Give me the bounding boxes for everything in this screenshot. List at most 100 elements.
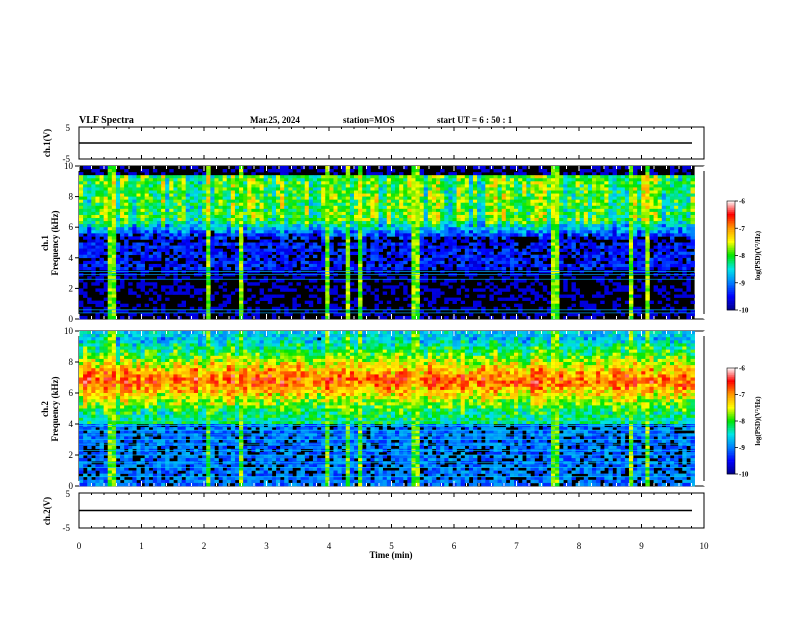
spectrogram-cell [342, 215, 346, 218]
spectrogram-cell [366, 212, 370, 215]
spectrogram-cell [424, 200, 428, 203]
spectrogram-cell [79, 255, 83, 258]
spectrogram-cell [625, 301, 629, 304]
spectrogram-cell [539, 200, 543, 203]
spectrogram-cell [448, 221, 452, 224]
spectrogram-cell [444, 224, 448, 227]
spectrogram-cell [518, 230, 522, 233]
spectrogram-cell [584, 301, 588, 304]
spectrogram-cell [309, 230, 313, 233]
spectrogram-cell [395, 206, 399, 209]
spectrogram-cell [83, 197, 87, 200]
spectrogram-cell [358, 184, 362, 187]
spectrogram-cell [469, 181, 473, 184]
spectrogram-cell [633, 246, 637, 249]
spectrogram-cell [584, 224, 588, 227]
spectrogram-cell [387, 243, 391, 246]
spectrogram-cell [333, 212, 337, 215]
spectrogram-cell [354, 304, 358, 307]
spectrogram-cell [128, 258, 132, 261]
spectrogram-cell [514, 261, 518, 264]
spectrogram-cell [448, 197, 452, 200]
spectrogram-cell [498, 221, 502, 224]
spectrogram-cell [325, 194, 329, 197]
spectrogram-cell [469, 261, 473, 264]
spectrogram-cell [633, 203, 637, 206]
spectrogram-cell [346, 246, 350, 249]
spectrogram-cell [255, 316, 259, 319]
spectrogram-cell [379, 221, 383, 224]
spectrogram-cell [235, 166, 239, 169]
spectrogram-cell [375, 209, 379, 212]
spectrogram-cell [243, 316, 247, 319]
spectrogram-cell [457, 209, 461, 212]
spectrogram-cell [325, 227, 329, 230]
spectrogram-cell [461, 261, 465, 264]
spectrogram-cell [395, 298, 399, 301]
spectrogram-cell [641, 239, 645, 242]
spectrogram-cell [87, 252, 91, 255]
spectrogram-cell [239, 301, 243, 304]
spectrogram-cell [149, 288, 153, 291]
spectrogram-cell [551, 255, 555, 258]
spectrogram-cell [346, 169, 350, 172]
spectrogram-cell [112, 233, 116, 236]
spectrogram-cell [452, 243, 456, 246]
spectrogram-cell [563, 178, 567, 181]
spectrogram-cell [498, 261, 502, 264]
spectrogram-cell [498, 197, 502, 200]
spectrogram-cell [543, 221, 547, 224]
spectrogram-cell [309, 178, 313, 181]
spectrogram-cell [403, 261, 407, 264]
spectrogram-cell [633, 187, 637, 190]
spectrogram-cell [251, 236, 255, 239]
spectrogram-cell [251, 261, 255, 264]
spectrogram-cell [567, 230, 571, 233]
spectrogram-cell [297, 181, 301, 184]
spectrogram-cell [432, 197, 436, 200]
spectrogram-cell [625, 209, 629, 212]
spectrogram-cell [362, 194, 366, 197]
spectrogram-cell [325, 218, 329, 221]
spectrogram-cell [83, 200, 87, 203]
spectrogram-cell [206, 316, 210, 319]
spectrogram-cell [260, 190, 264, 193]
spectrogram-cell [452, 203, 456, 206]
spectrogram-cell [104, 184, 108, 187]
spectrogram-cell [132, 221, 136, 224]
spectrogram-cell [255, 187, 259, 190]
spectrogram-cell [309, 166, 313, 169]
spectrogram-cell [461, 169, 465, 172]
spectrogram-cell [547, 230, 551, 233]
spectrogram-cell [502, 200, 506, 203]
spectrogram-cell [498, 224, 502, 227]
spectrogram-cell [563, 172, 567, 175]
spectrogram-cell [485, 221, 489, 224]
spectrogram-cell [444, 200, 448, 203]
spectrogram-cell [182, 230, 186, 233]
spectrogram-cell [280, 249, 284, 252]
spectrogram-cell [87, 261, 91, 264]
spectrogram-cell [321, 212, 325, 215]
spectrogram-cell [358, 187, 362, 190]
spectrogram-cell [424, 285, 428, 288]
spectrogram-cell [494, 200, 498, 203]
station-label: station=MOS [343, 115, 395, 125]
spectrogram-cell [112, 243, 116, 246]
spectrogram-cell [116, 227, 120, 230]
spectrogram-cell [485, 249, 489, 252]
spectrogram-cell [206, 252, 210, 255]
spectrogram-cell [260, 215, 264, 218]
spectrogram-cell [284, 203, 288, 206]
spectrogram-cell [613, 172, 617, 175]
spectrogram-cell [128, 236, 132, 239]
spectrogram-cell [580, 190, 584, 193]
spectrogram-cell [79, 301, 83, 304]
spectrogram-cell [346, 267, 350, 270]
spectrogram-cell [247, 218, 251, 221]
spectrogram-cell [280, 187, 284, 190]
spectrogram-cell [370, 255, 374, 258]
spectrogram-cell [370, 233, 374, 236]
spectrogram-cell [284, 288, 288, 291]
spectrogram-cell [617, 190, 621, 193]
